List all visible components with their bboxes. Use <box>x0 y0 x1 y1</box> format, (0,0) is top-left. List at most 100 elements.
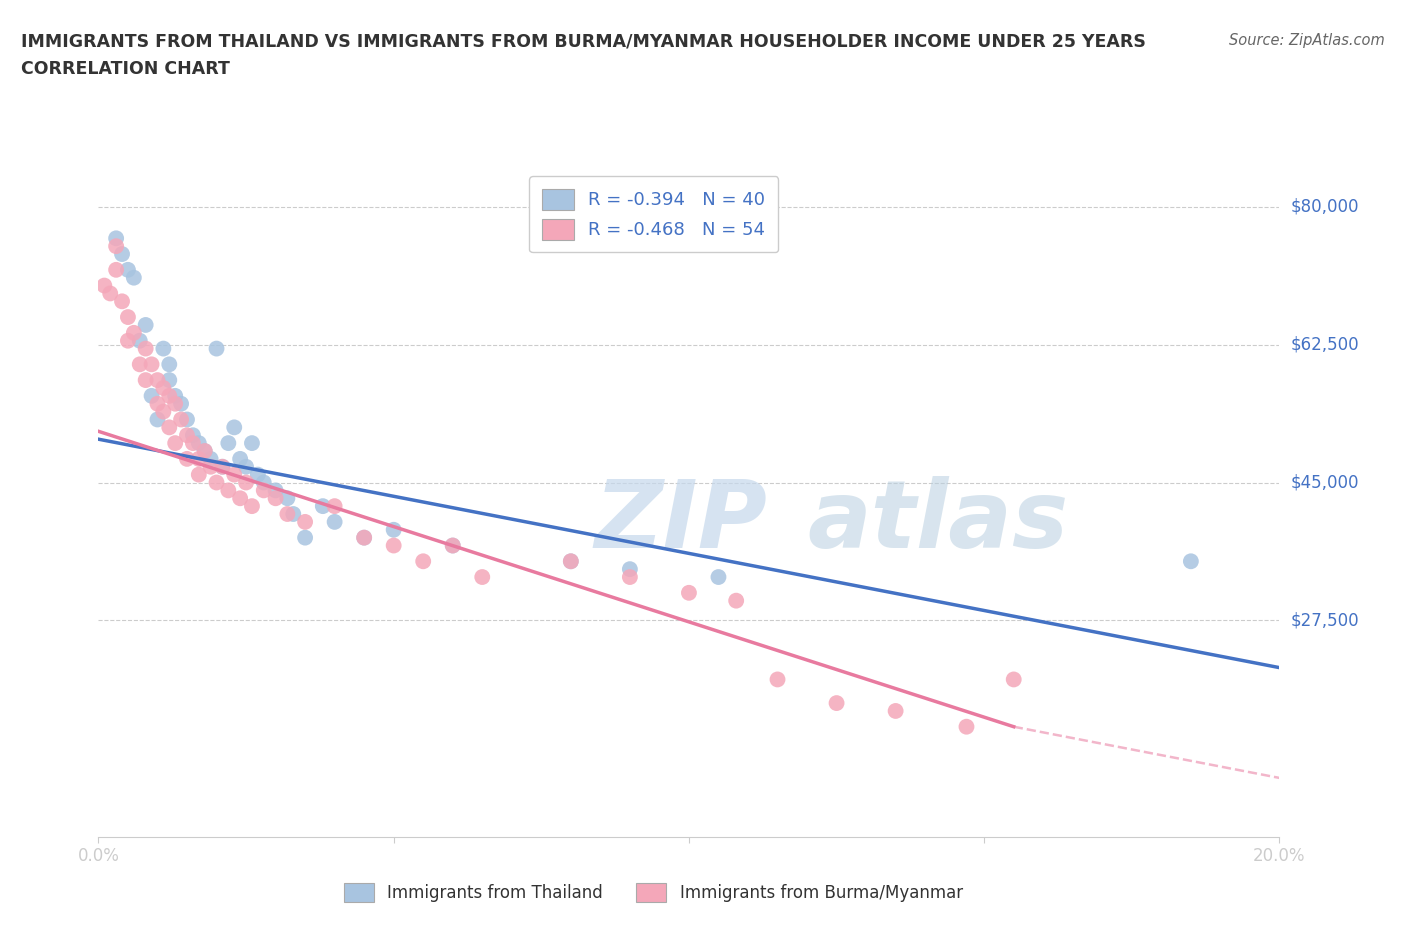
Point <box>128 357 150 372</box>
Point <box>224 420 246 435</box>
Point <box>229 491 252 506</box>
Point <box>1180 554 1202 569</box>
Point <box>170 396 193 411</box>
Point <box>323 514 346 529</box>
Point <box>181 435 204 450</box>
Point <box>181 428 204 443</box>
Point <box>211 459 233 474</box>
Text: CORRELATION CHART: CORRELATION CHART <box>21 60 231 78</box>
Point <box>146 396 169 411</box>
Point <box>135 317 157 332</box>
Text: Source: ZipAtlas.com: Source: ZipAtlas.com <box>1229 33 1385 47</box>
Point <box>194 444 217 458</box>
Point <box>165 435 187 450</box>
Point <box>323 498 346 513</box>
Point <box>312 498 335 513</box>
Point <box>93 278 115 293</box>
Legend: Immigrants from Thailand, Immigrants from Burma/Myanmar: Immigrants from Thailand, Immigrants fro… <box>337 876 970 909</box>
Point <box>105 231 128 246</box>
Point <box>217 435 239 450</box>
Text: IMMIGRANTS FROM THAILAND VS IMMIGRANTS FROM BURMA/MYANMAR HOUSEHOLDER INCOME UND: IMMIGRANTS FROM THAILAND VS IMMIGRANTS F… <box>21 33 1146 50</box>
Point <box>382 523 405 538</box>
Point <box>229 451 252 466</box>
Point <box>200 459 222 474</box>
Point <box>165 389 187 404</box>
Point <box>157 373 180 388</box>
Point <box>560 554 582 569</box>
Point <box>152 405 174 419</box>
Point <box>235 475 257 490</box>
Point <box>441 538 464 553</box>
Point <box>253 483 276 498</box>
Point <box>235 459 257 474</box>
Point <box>157 357 180 372</box>
Point <box>117 310 139 325</box>
Point <box>240 435 263 450</box>
Point <box>205 341 228 356</box>
Point <box>117 262 139 277</box>
Point <box>264 491 287 506</box>
Point <box>205 475 228 490</box>
Point <box>264 483 287 498</box>
Point <box>471 569 494 584</box>
Point <box>187 451 209 466</box>
Point <box>170 412 193 427</box>
Point <box>353 530 375 545</box>
Point <box>441 538 464 553</box>
Point <box>560 554 582 569</box>
Point <box>955 719 977 734</box>
Point <box>111 294 134 309</box>
Point <box>412 554 434 569</box>
Point <box>141 357 163 372</box>
Point <box>224 467 246 482</box>
Point <box>353 530 375 545</box>
Point <box>157 420 180 435</box>
Text: $62,500: $62,500 <box>1291 336 1360 353</box>
Point <box>105 239 128 254</box>
Point <box>707 569 730 584</box>
Point <box>217 483 239 498</box>
Point <box>122 271 145 286</box>
Point <box>111 246 134 261</box>
Point <box>122 326 145 340</box>
Point <box>253 475 276 490</box>
Text: atlas: atlas <box>807 476 1069 568</box>
Point <box>246 467 269 482</box>
Point <box>141 389 163 404</box>
Point <box>176 412 198 427</box>
Point <box>187 467 209 482</box>
Point <box>283 507 305 522</box>
Point <box>135 341 157 356</box>
Point <box>211 459 233 474</box>
Point <box>240 498 263 513</box>
Text: $80,000: $80,000 <box>1291 198 1360 216</box>
Point <box>187 435 209 450</box>
Point <box>825 696 848 711</box>
Point <box>176 451 198 466</box>
Point <box>165 396 187 411</box>
Point <box>128 333 150 348</box>
Point <box>176 428 198 443</box>
Point <box>619 569 641 584</box>
Point <box>105 262 128 277</box>
Point <box>146 412 169 427</box>
Text: $27,500: $27,500 <box>1291 611 1360 630</box>
Text: ZIP: ZIP <box>595 476 768 568</box>
Point <box>382 538 405 553</box>
Point <box>276 507 298 522</box>
Point <box>98 286 121 301</box>
Point <box>152 341 174 356</box>
Point <box>276 491 298 506</box>
Point <box>194 444 217 458</box>
Point <box>146 373 169 388</box>
Point <box>766 672 789 687</box>
Text: $45,000: $45,000 <box>1291 473 1360 492</box>
Point <box>157 389 180 404</box>
Point <box>294 514 316 529</box>
Point <box>619 562 641 577</box>
Point <box>884 703 907 718</box>
Point <box>152 380 174 395</box>
Point <box>725 593 748 608</box>
Point <box>117 333 139 348</box>
Point <box>200 451 222 466</box>
